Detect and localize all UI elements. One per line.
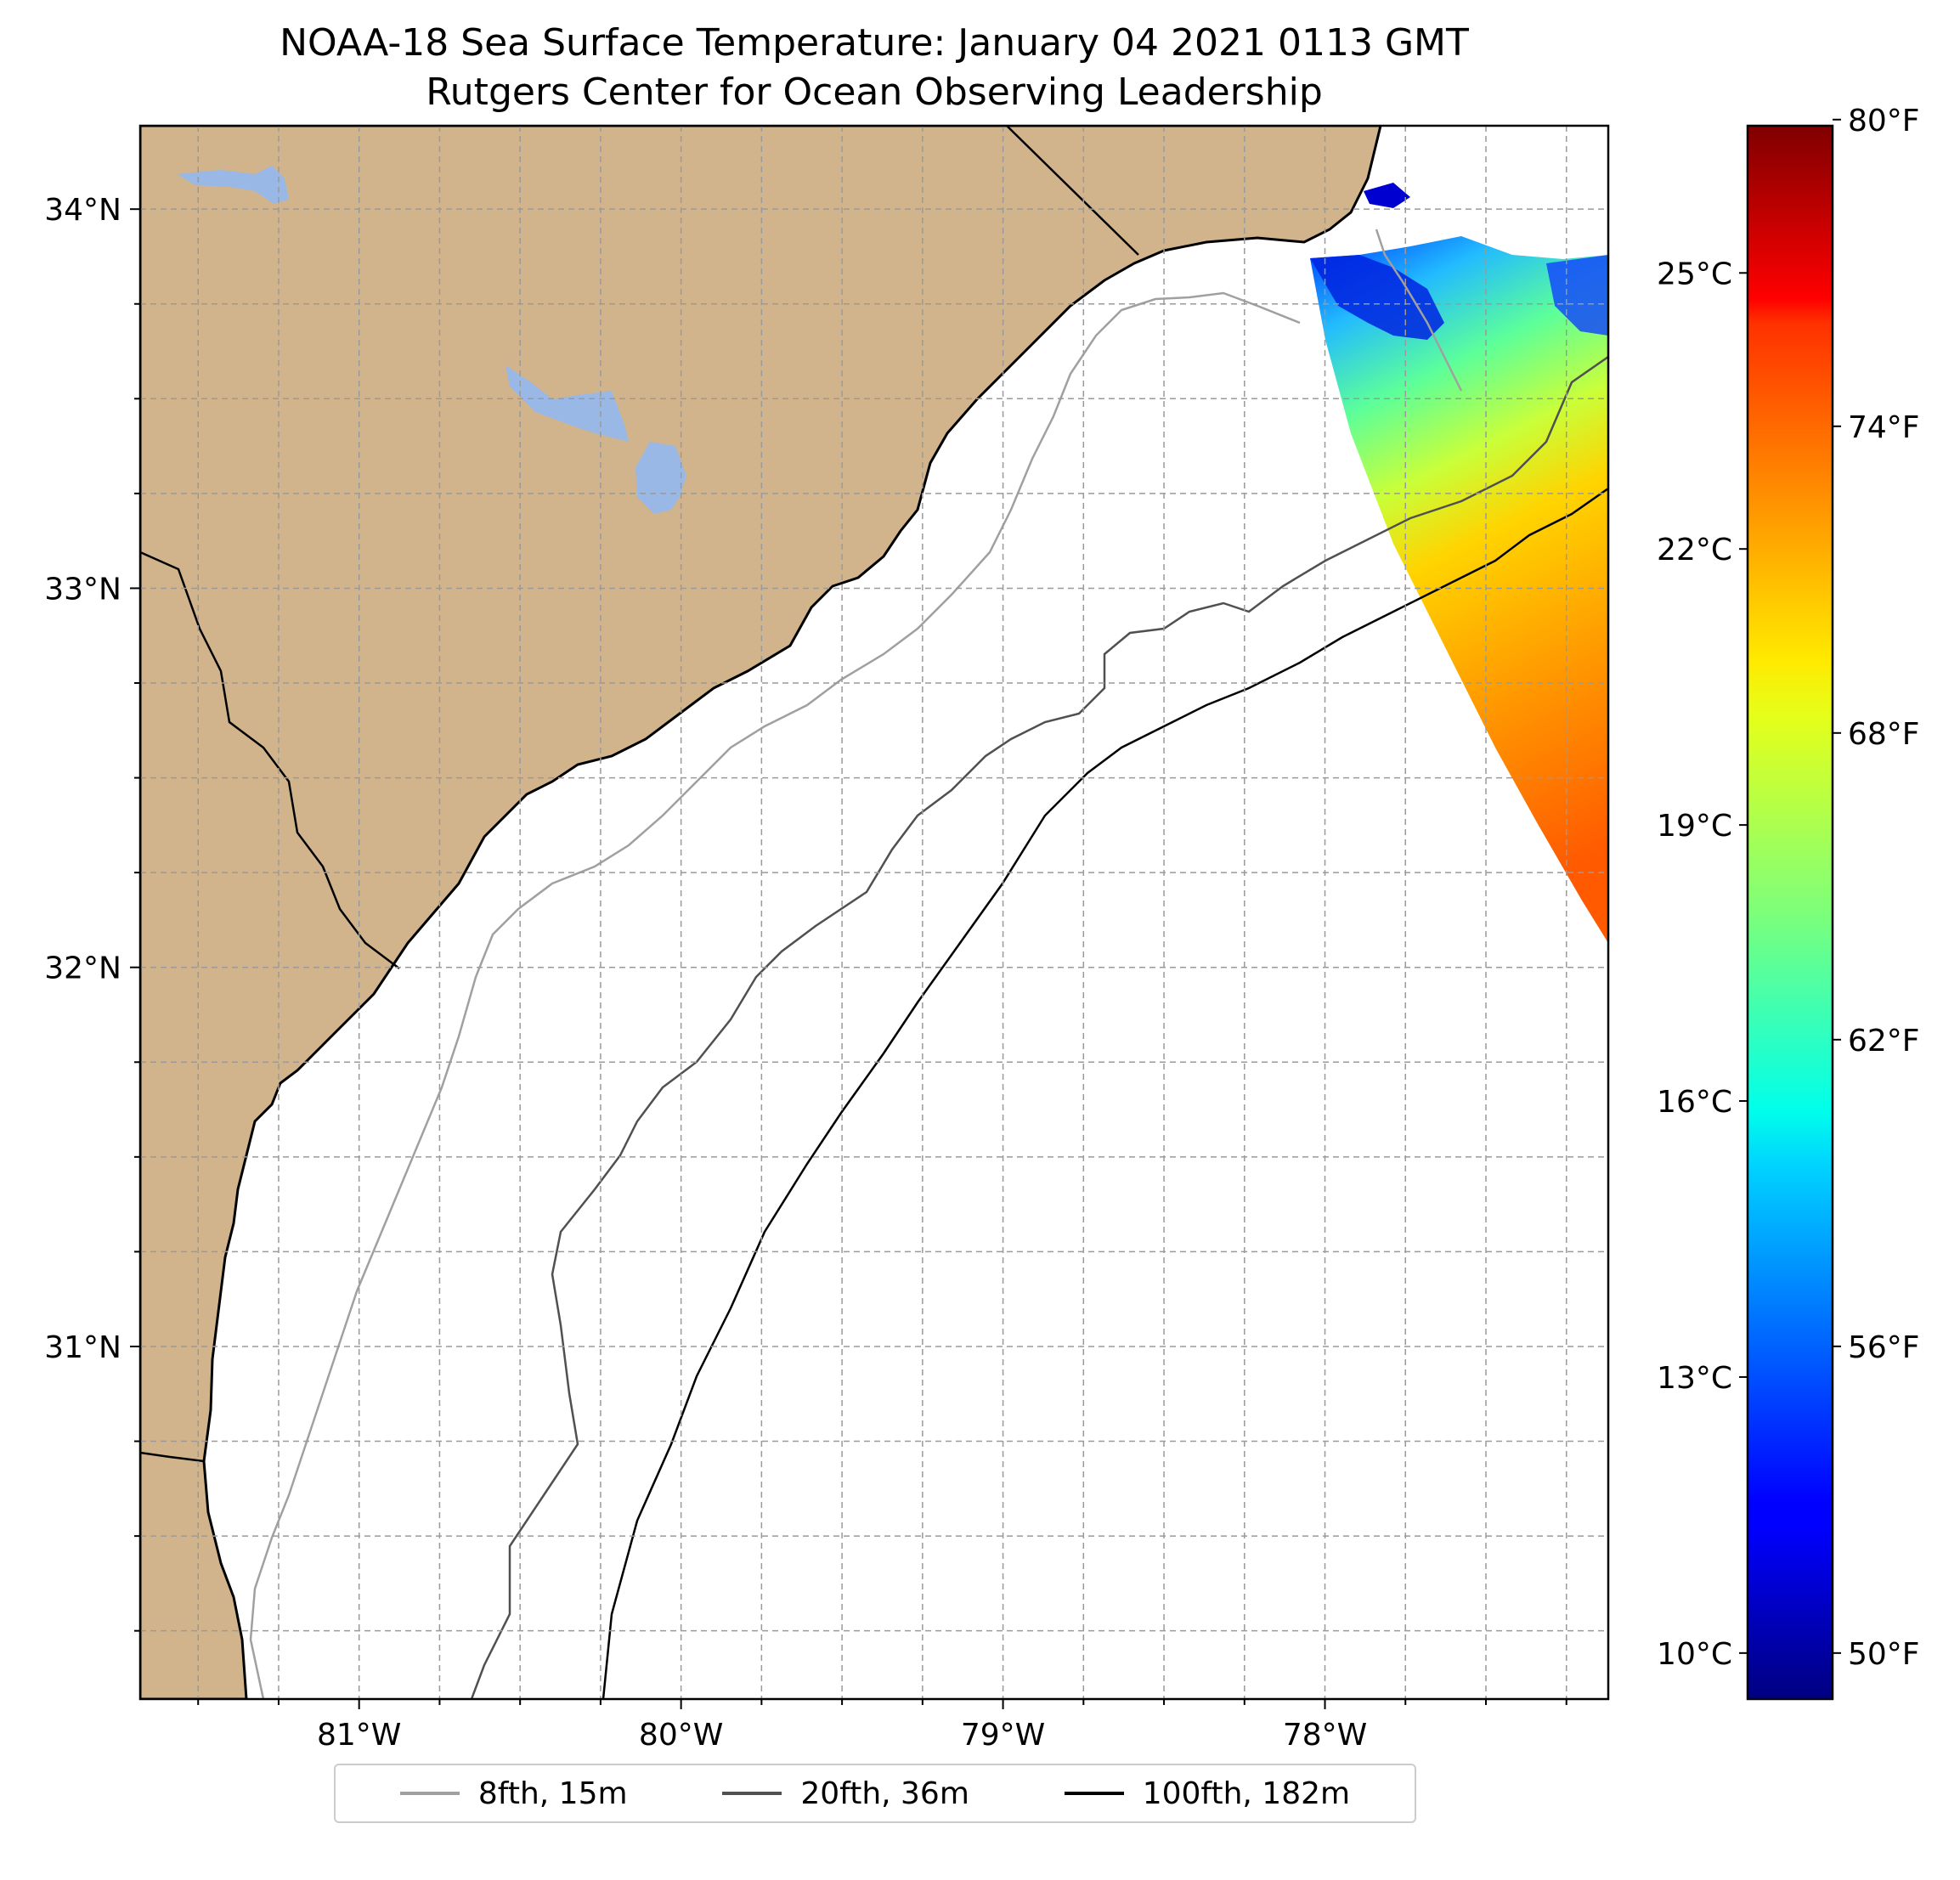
x-tick-label: 78°W xyxy=(1283,1718,1367,1753)
axis-ticks: 81°W 80°W 79°W 78°W 34°N 33°N 32°N 31°N xyxy=(44,193,1567,1753)
celsius-tick-label: 10°C xyxy=(1657,1637,1732,1672)
x-tick-label: 81°W xyxy=(317,1718,401,1753)
state-boundary xyxy=(140,550,400,969)
fahrenheit-tick-label: 62°F xyxy=(1848,1024,1920,1059)
legend-label: 100fth, 182m xyxy=(1142,1776,1351,1811)
legend-label: 8fth, 15m xyxy=(477,1776,628,1811)
isobath-8fth-north xyxy=(1375,229,1463,392)
y-tick-label: 31°N xyxy=(44,1330,121,1365)
celsius-tick-label: 19°C xyxy=(1657,809,1732,844)
celsius-tick-label: 16°C xyxy=(1657,1085,1732,1120)
chart-title: NOAA-18 Sea Surface Temperature: January… xyxy=(140,19,1608,117)
y-tick-label: 34°N xyxy=(44,193,121,228)
isobath-legend: 8fth, 15m 20fth, 36m 100fth, 182m xyxy=(334,1764,1416,1823)
land xyxy=(140,126,1382,1699)
legend-item-8fth: 8fth, 15m xyxy=(399,1776,628,1811)
legend-swatch xyxy=(399,1792,460,1795)
title-line-1: NOAA-18 Sea Surface Temperature: January… xyxy=(280,21,1469,65)
fahrenheit-tick-label: 68°F xyxy=(1848,717,1920,752)
x-tick-label: 80°W xyxy=(639,1718,723,1753)
lake xyxy=(635,442,686,514)
lake xyxy=(177,166,289,204)
state-boundary xyxy=(140,1451,205,1463)
legend-label: 20fth, 36m xyxy=(800,1776,969,1811)
fahrenheit-tick-label: 74°F xyxy=(1848,410,1920,445)
legend-item-20fth: 20fth, 36m xyxy=(722,1776,969,1811)
x-tick-label: 79°W xyxy=(961,1718,1045,1753)
sst-swath xyxy=(1310,236,1608,943)
fahrenheit-tick-label: 80°F xyxy=(1848,104,1920,138)
state-boundary xyxy=(1006,126,1139,256)
sst-cold-patch-north xyxy=(1364,183,1410,208)
sst-cold-patch-east xyxy=(1546,255,1608,336)
sst-cold-patch xyxy=(1310,255,1444,340)
isobath-20fth xyxy=(470,355,1608,1699)
gridlines xyxy=(140,126,1608,1699)
legend-swatch xyxy=(722,1792,782,1795)
title-line-2: Rutgers Center for Ocean Observing Leade… xyxy=(426,71,1323,114)
map-frame xyxy=(138,124,1610,1701)
celsius-tick-label: 22°C xyxy=(1657,533,1732,567)
isobath-100fth xyxy=(602,487,1608,1699)
colorbar-ticks: 10°C 13°C 16°C 19°C 22°C 25°C 50°F 56°F 62°F 68°F… xyxy=(1657,104,1919,1672)
celsius-tick-label: 25°C xyxy=(1657,257,1732,291)
celsius-tick-label: 13°C xyxy=(1657,1361,1732,1396)
lake xyxy=(506,365,629,442)
legend-item-100fth: 100fth, 182m xyxy=(1064,1776,1351,1811)
isobath-8fth xyxy=(249,291,1301,1699)
fahrenheit-tick-label: 50°F xyxy=(1848,1637,1920,1672)
y-tick-label: 32°N xyxy=(44,951,121,986)
fahrenheit-tick-label: 56°F xyxy=(1848,1330,1920,1365)
colorbar xyxy=(1746,124,1834,1701)
legend-swatch xyxy=(1064,1792,1124,1795)
y-tick-label: 33°N xyxy=(44,572,121,607)
